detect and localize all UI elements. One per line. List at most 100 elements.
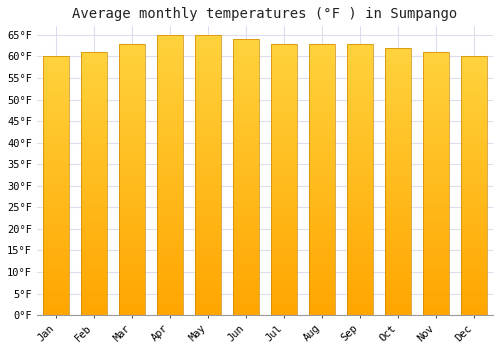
Bar — [346, 190, 374, 193]
Bar — [80, 310, 107, 313]
Bar — [308, 109, 336, 111]
Bar — [308, 290, 336, 293]
Bar — [346, 220, 374, 223]
Bar — [422, 254, 450, 257]
Bar — [422, 89, 450, 92]
Bar — [194, 119, 221, 122]
Bar — [232, 75, 259, 78]
Bar — [270, 196, 297, 198]
Bar — [308, 57, 336, 60]
Bar — [42, 276, 69, 279]
Bar — [460, 149, 487, 152]
Bar — [270, 57, 297, 60]
Bar — [80, 60, 107, 63]
Bar — [460, 75, 487, 77]
Bar — [42, 284, 69, 287]
Bar — [42, 194, 69, 196]
Bar — [80, 76, 107, 78]
Bar — [422, 149, 450, 152]
Bar — [42, 281, 69, 284]
Bar — [346, 225, 374, 228]
Bar — [422, 120, 450, 123]
Bar — [156, 186, 183, 189]
Bar — [80, 163, 107, 165]
Bar — [232, 70, 259, 72]
Bar — [270, 190, 297, 193]
Bar — [346, 122, 374, 125]
Bar — [80, 73, 107, 76]
Bar — [42, 56, 69, 59]
Bar — [308, 174, 336, 177]
Bar — [42, 227, 69, 230]
Bar — [42, 165, 69, 168]
Bar — [270, 144, 297, 147]
Bar — [42, 64, 69, 67]
Bar — [460, 168, 487, 170]
Bar — [232, 218, 259, 221]
Bar — [42, 147, 69, 149]
Bar — [384, 53, 411, 56]
Bar — [232, 271, 259, 274]
Bar — [346, 233, 374, 236]
Bar — [232, 235, 259, 238]
Bar — [42, 248, 69, 251]
Bar — [156, 141, 183, 144]
Bar — [422, 134, 450, 136]
Bar — [156, 307, 183, 309]
Bar — [42, 313, 69, 315]
Bar — [156, 35, 183, 315]
Bar — [232, 249, 259, 252]
Bar — [156, 108, 183, 111]
Bar — [156, 225, 183, 228]
Bar — [460, 181, 487, 183]
Bar — [118, 168, 145, 171]
Bar — [346, 198, 374, 201]
Bar — [194, 111, 221, 113]
Bar — [460, 281, 487, 284]
Bar — [80, 244, 107, 247]
Bar — [308, 74, 336, 76]
Bar — [384, 115, 411, 117]
Bar — [460, 256, 487, 258]
Bar — [270, 282, 297, 285]
Bar — [308, 136, 336, 139]
Bar — [384, 205, 411, 208]
Bar — [384, 304, 411, 307]
Bar — [308, 49, 336, 52]
Bar — [118, 100, 145, 103]
Bar — [346, 141, 374, 144]
Bar — [308, 282, 336, 285]
Bar — [460, 108, 487, 111]
Bar — [156, 175, 183, 178]
Bar — [422, 170, 450, 173]
Bar — [422, 207, 450, 210]
Bar — [422, 55, 450, 57]
Bar — [232, 208, 259, 210]
Bar — [460, 145, 487, 147]
Bar — [422, 60, 450, 63]
Bar — [232, 186, 259, 188]
Bar — [460, 219, 487, 222]
Bar — [346, 228, 374, 231]
Bar — [194, 248, 221, 251]
Bar — [156, 102, 183, 105]
Bar — [118, 139, 145, 141]
Bar — [460, 209, 487, 212]
Bar — [422, 57, 450, 60]
Bar — [194, 35, 221, 38]
Bar — [384, 278, 411, 280]
Bar — [156, 259, 183, 262]
Bar — [156, 284, 183, 287]
Bar — [42, 103, 69, 106]
Bar — [156, 287, 183, 290]
Bar — [118, 60, 145, 63]
Bar — [308, 76, 336, 79]
Bar — [42, 274, 69, 276]
Bar — [118, 310, 145, 312]
Bar — [118, 122, 145, 125]
Bar — [42, 119, 69, 121]
Bar — [308, 98, 336, 100]
Bar — [42, 142, 69, 145]
Bar — [308, 84, 336, 87]
Bar — [232, 301, 259, 304]
